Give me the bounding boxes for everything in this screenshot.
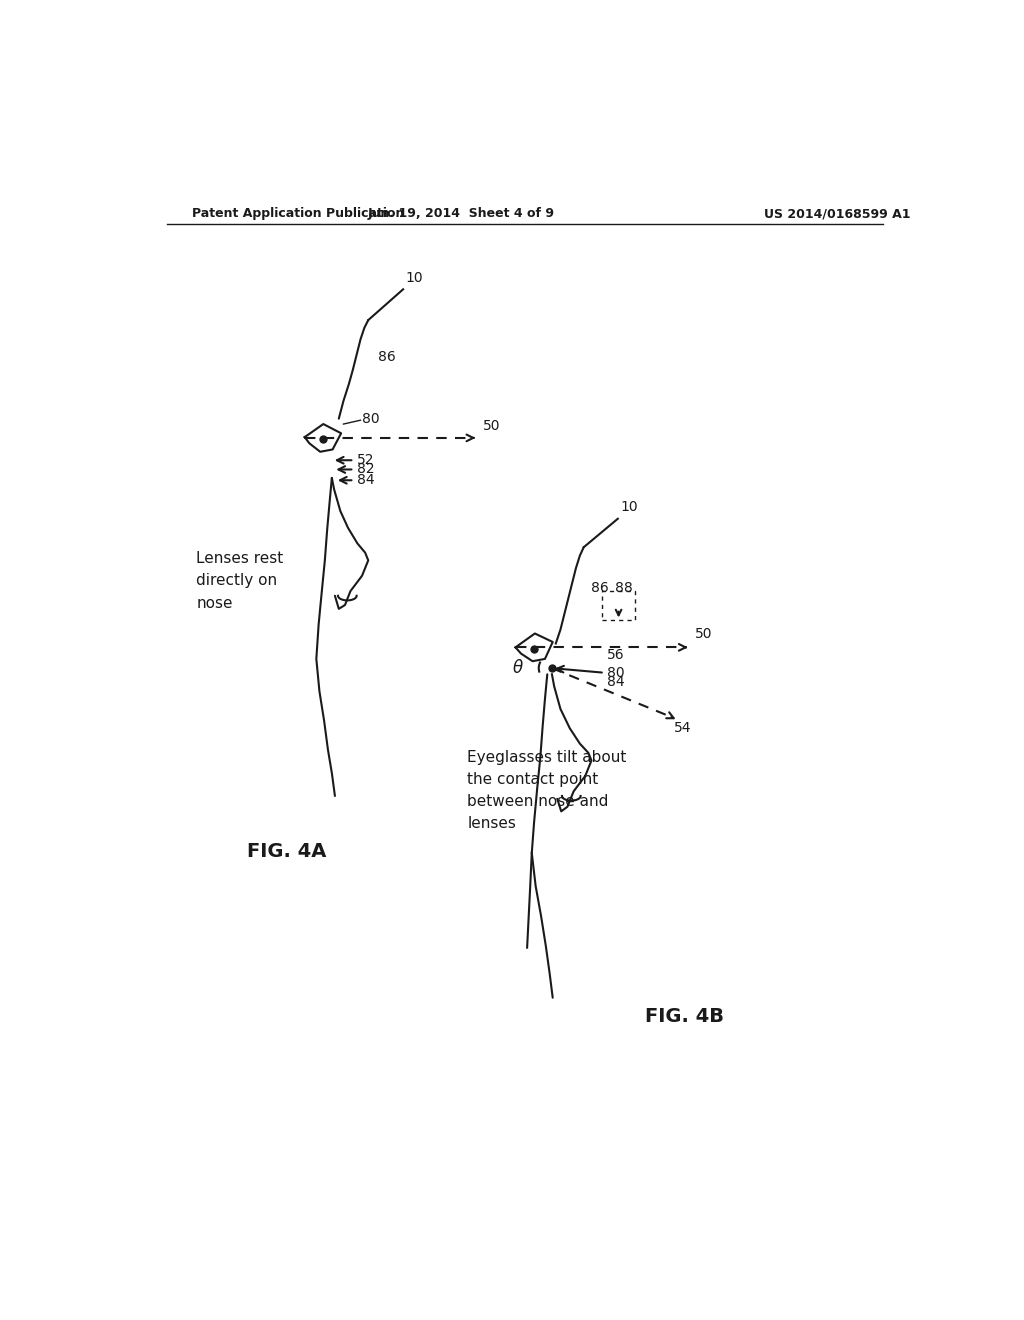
- Text: 82: 82: [356, 462, 374, 477]
- Text: 80: 80: [362, 412, 380, 425]
- Text: FIG. 4B: FIG. 4B: [645, 1007, 724, 1027]
- Text: 54: 54: [675, 721, 692, 735]
- Text: FIG. 4A: FIG. 4A: [247, 842, 327, 861]
- Text: 86: 86: [378, 350, 395, 364]
- Text: 10: 10: [621, 500, 639, 515]
- Text: 84: 84: [607, 675, 625, 689]
- Text: θ: θ: [513, 659, 523, 677]
- Text: US 2014/0168599 A1: US 2014/0168599 A1: [764, 207, 910, 220]
- Text: 84: 84: [356, 474, 374, 487]
- Text: 10: 10: [406, 272, 423, 285]
- Text: Patent Application Publication: Patent Application Publication: [191, 207, 403, 220]
- Text: 52: 52: [356, 453, 374, 467]
- Text: 50: 50: [483, 420, 501, 433]
- Text: 50: 50: [695, 627, 713, 642]
- Text: 86: 86: [592, 581, 609, 595]
- Text: Lenses rest
directly on
nose: Lenses rest directly on nose: [197, 552, 284, 611]
- Bar: [602, 591, 635, 620]
- Text: Eyeglasses tilt about
the contact point
between nose and
lenses: Eyeglasses tilt about the contact point …: [467, 750, 627, 832]
- Text: 80: 80: [607, 665, 625, 680]
- Text: Jun. 19, 2014  Sheet 4 of 9: Jun. 19, 2014 Sheet 4 of 9: [368, 207, 555, 220]
- Text: 56: 56: [607, 648, 625, 663]
- Text: 88: 88: [614, 581, 633, 595]
